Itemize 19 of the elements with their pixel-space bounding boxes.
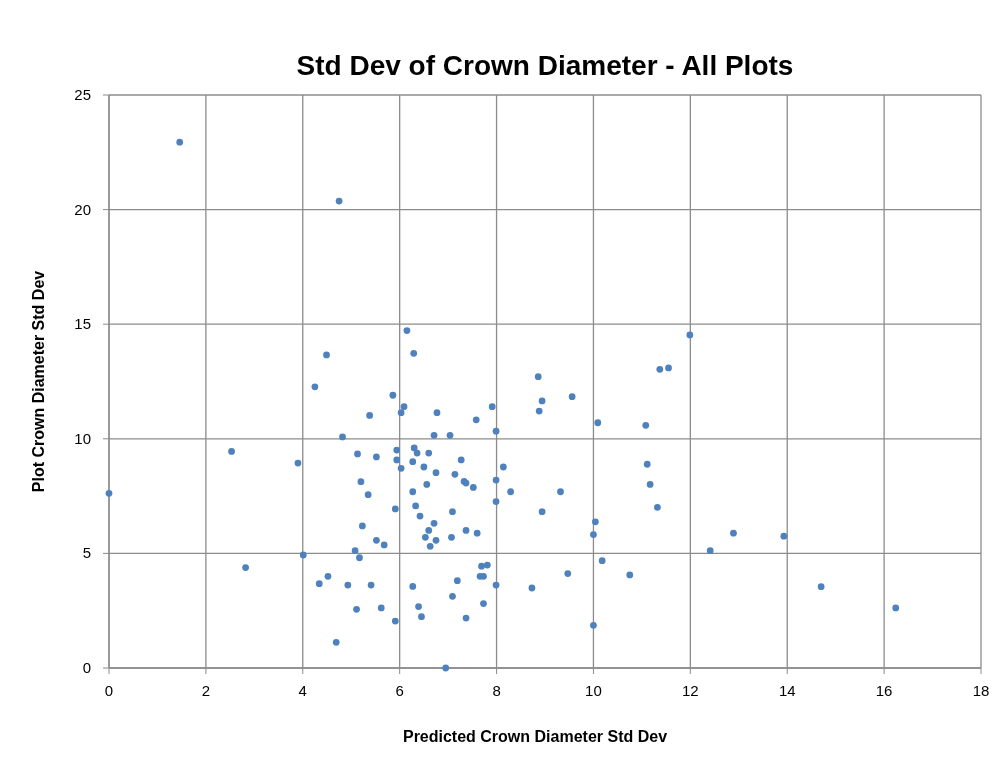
chart-title: Std Dev of Crown Diameter - All Plots (296, 50, 794, 81)
x-tick-label: 16 (875, 682, 893, 699)
y-tick-label: 5 (82, 544, 91, 562)
x-axis-title: Predicted Crown Diameter Std Dev (402, 728, 668, 745)
x-tick-label: 14 (778, 682, 796, 699)
y-tick-label: 25 (74, 86, 91, 103)
x-tick-label: 12 (681, 682, 699, 699)
y-tick-label: 20 (74, 200, 91, 218)
x-tick-label: 10 (585, 682, 602, 699)
x-tick-label: 6 (395, 682, 404, 699)
y-tick-label: 15 (74, 315, 91, 333)
y-axis-title: Plot Crown Diameter Std Dev (30, 270, 47, 493)
y-tick-label: 0 (82, 659, 91, 676)
x-tick-label: 2 (201, 682, 211, 699)
x-tick-label: 4 (298, 682, 307, 699)
x-tick-label: 18 (972, 682, 990, 699)
x-tick-label: 0 (104, 682, 114, 699)
y-tick-label: 10 (74, 429, 91, 447)
x-tick-label: 8 (492, 682, 501, 699)
